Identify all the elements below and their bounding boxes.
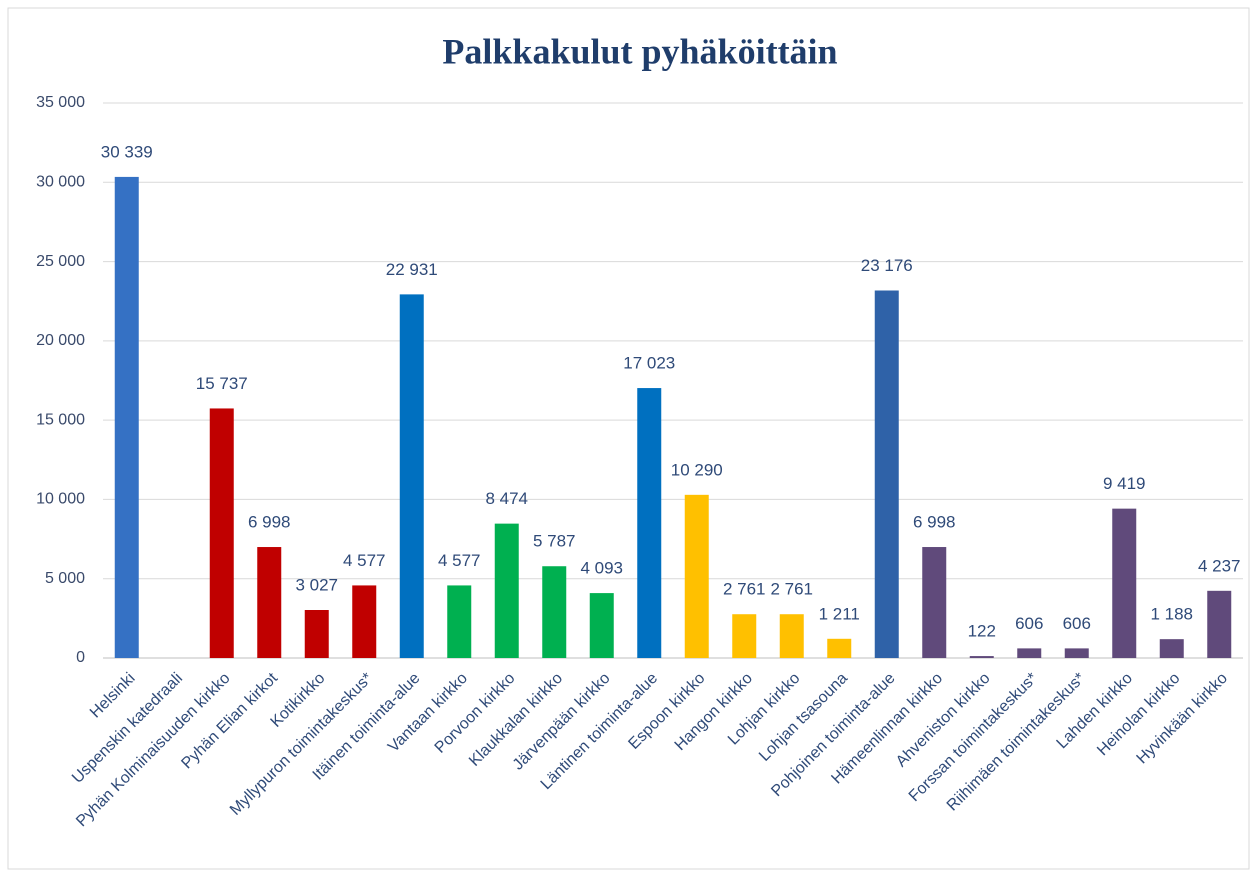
bar	[1064, 648, 1089, 658]
bar	[114, 176, 139, 658]
bar	[304, 610, 329, 658]
y-tick-label: 35 000	[36, 94, 85, 111]
y-tick-label: 15 000	[36, 411, 85, 428]
value-label: 5 787	[533, 532, 576, 551]
value-label: 1 211	[819, 604, 860, 623]
bar	[684, 494, 709, 658]
value-label: 606	[1063, 614, 1091, 633]
value-label: 4 577	[438, 551, 481, 570]
bar	[779, 614, 804, 658]
bar	[827, 638, 852, 658]
bar	[1112, 508, 1137, 658]
bar	[399, 294, 424, 658]
value-label: 4 577	[343, 551, 386, 570]
bar	[494, 523, 519, 658]
value-label: 122	[968, 622, 996, 641]
y-tick-label: 0	[76, 649, 85, 666]
y-tick-label: 25 000	[36, 253, 85, 270]
bar	[352, 585, 377, 658]
value-label: 606	[1015, 614, 1043, 633]
value-label: 3 027	[295, 575, 338, 594]
bar	[1159, 639, 1184, 658]
bar	[637, 388, 662, 658]
bar	[732, 614, 757, 658]
bar	[209, 408, 234, 658]
bar	[447, 585, 472, 658]
bar	[589, 593, 614, 658]
y-tick-label: 5 000	[45, 570, 85, 587]
bar	[1017, 648, 1042, 658]
bar	[1207, 590, 1232, 658]
value-label: 2 761	[723, 580, 766, 599]
value-label: 9 419	[1103, 474, 1146, 493]
bar	[542, 566, 567, 658]
value-label: 6 998	[248, 513, 291, 532]
value-label: 2 761	[770, 580, 813, 599]
value-label: 4 093	[580, 559, 623, 578]
y-tick-label: 10 000	[36, 491, 85, 508]
value-label: 22 931	[386, 260, 438, 279]
bar	[969, 656, 994, 658]
y-tick-label: 20 000	[36, 332, 85, 349]
value-label: 4 237	[1198, 556, 1241, 575]
value-label: 6 998	[913, 513, 956, 532]
value-label: 1 188	[1150, 605, 1193, 624]
bar	[257, 547, 282, 658]
bar	[874, 290, 899, 658]
value-label: 30 339	[101, 142, 153, 161]
bar	[922, 547, 947, 658]
value-label: 15 737	[196, 374, 248, 393]
y-tick-label: 30 000	[36, 174, 85, 191]
value-label: 23 176	[861, 256, 913, 275]
value-label: 17 023	[623, 354, 675, 373]
value-label: 8 474	[485, 489, 528, 508]
value-label: 10 290	[671, 460, 723, 479]
chart-title: Palkkakulut pyhäköittäin	[442, 31, 837, 71]
